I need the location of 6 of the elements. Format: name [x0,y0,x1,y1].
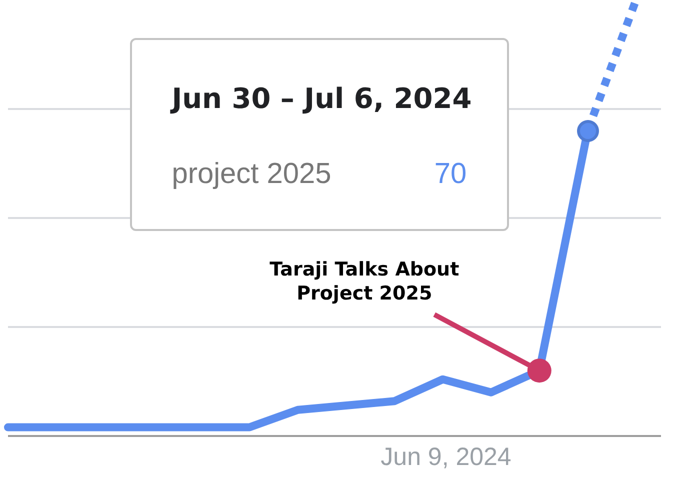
annotation: Jun 30 – Jul 6, 2024 [172,82,472,115]
annotation: Taraji Talks About Project 2025 [270,258,460,305]
text: Jun 9, 2024 [380,442,512,471]
annotation: project 2025 [172,158,332,191]
tooltip-card: Jun 30 – Jul 6, 2024 project 2025 70 [130,38,509,231]
annotation: 70 [434,158,467,191]
